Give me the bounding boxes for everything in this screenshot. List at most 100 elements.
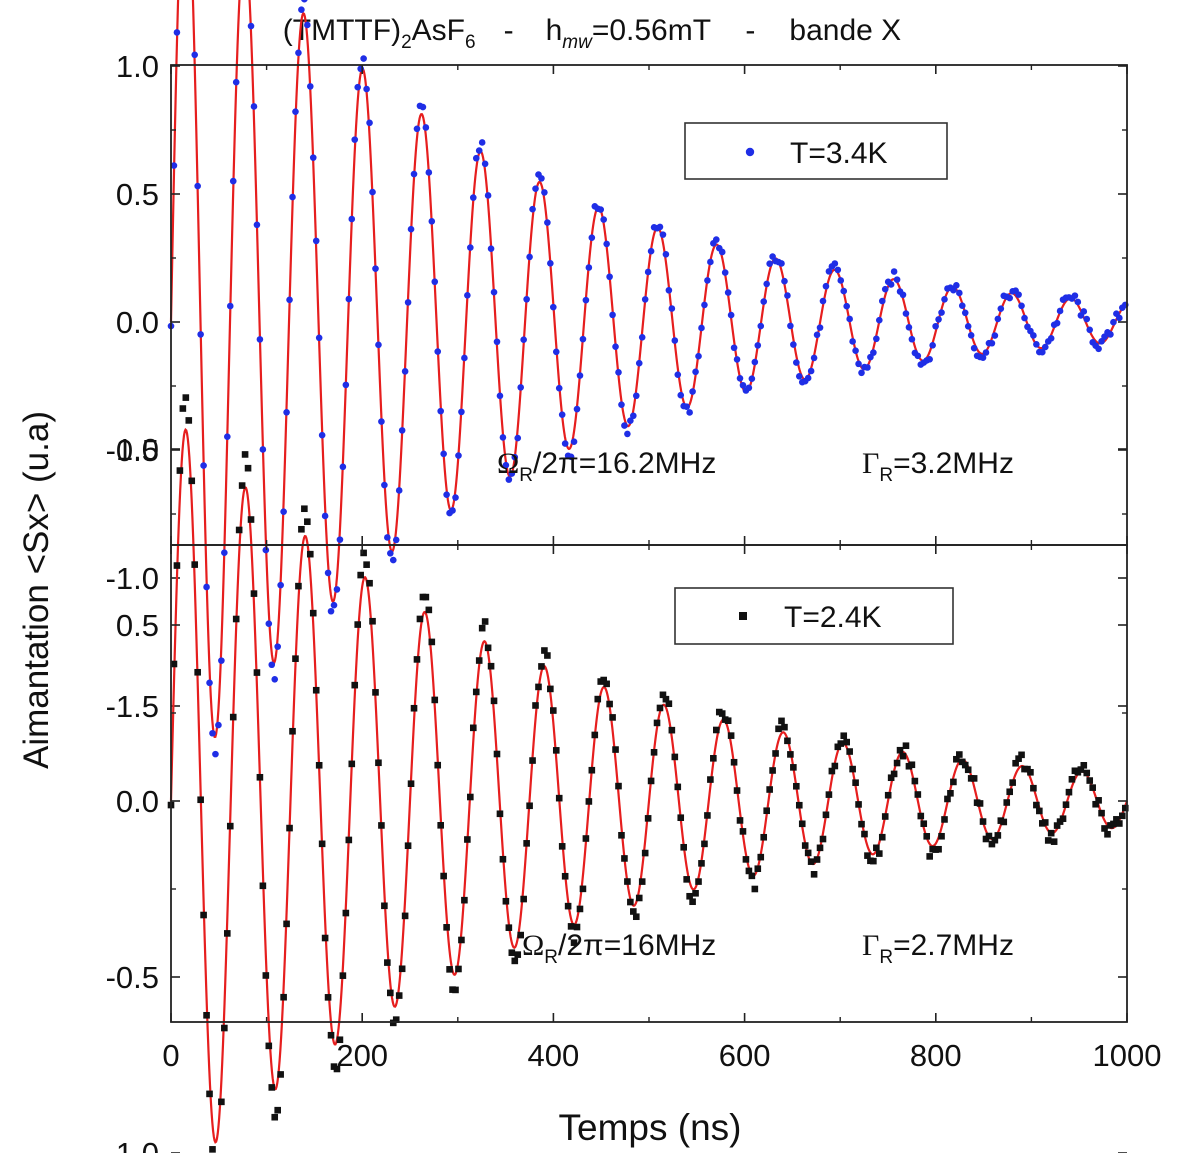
- top-data-point: [428, 218, 436, 225]
- top-data-point: [1053, 319, 1061, 327]
- bottom-data-point: [392, 1016, 400, 1023]
- bottom-data-point: [401, 912, 409, 920]
- bottom-data-point: [226, 822, 234, 830]
- bottom-data-point: [876, 850, 883, 857]
- top-data-point: [970, 344, 978, 352]
- title-compound-sub: 2: [401, 32, 412, 53]
- top-data-point: [209, 729, 216, 737]
- bottom-data-point: [191, 561, 199, 568]
- bottom-data-point: [514, 951, 522, 958]
- top-data-point: [890, 268, 898, 275]
- top-data-point: [475, 147, 483, 154]
- bottom-data-point: [502, 897, 510, 905]
- top-data-point: [552, 348, 560, 356]
- top-data-point: [953, 282, 960, 289]
- bottom-data-point: [1104, 830, 1111, 838]
- bottom-data-point: [481, 618, 489, 625]
- top-data-point: [496, 392, 504, 400]
- top-data-point: [787, 322, 794, 330]
- bottom-data-point: [1006, 788, 1013, 796]
- top-data-point: [713, 236, 720, 243]
- bottom-data-point: [410, 704, 418, 712]
- bottom-data-point: [523, 840, 530, 847]
- bottom-data-point: [348, 760, 356, 768]
- top-data-point: [413, 125, 421, 133]
- top-data-point: [612, 343, 619, 350]
- top-data-point: [807, 367, 815, 375]
- top-data-point: [366, 119, 373, 127]
- bottom-omega-value: /2π=16MHz: [558, 929, 716, 962]
- top-data-point: [751, 358, 759, 366]
- top-data-point: [567, 453, 575, 461]
- top-data-point: [849, 338, 856, 345]
- top-data-point: [256, 336, 264, 343]
- bottom-data-point: [520, 895, 527, 903]
- bottom-data-point: [301, 505, 308, 513]
- bottom-data-point: [538, 663, 545, 670]
- bottom-data-point: [475, 657, 483, 664]
- top-data-point: [686, 409, 693, 416]
- bottom-data-point: [224, 930, 231, 937]
- bottom-data-point: [268, 1084, 276, 1091]
- bottom-data-point: [558, 843, 566, 850]
- top-data-point: [407, 225, 415, 233]
- top-data-point: [763, 280, 770, 288]
- bottom-data-point: [185, 417, 193, 424]
- top-data-point: [268, 661, 276, 669]
- top-data-point: [443, 491, 450, 498]
- top-data-point: [790, 341, 797, 348]
- top-data-point: [929, 342, 936, 349]
- bottom-data-point: [692, 889, 699, 897]
- bottom-data-point: [781, 723, 788, 731]
- bottom-data-point: [511, 957, 519, 965]
- top-data-point: [656, 223, 664, 231]
- bottom-data-point: [612, 746, 619, 753]
- top-data-point: [301, 0, 308, 3]
- top-omega-symbol: Ω: [497, 447, 519, 480]
- bottom-legend-label: T=2.4K: [784, 601, 882, 634]
- top-data-point: [893, 276, 901, 283]
- bottom-data-point: [1092, 800, 1099, 808]
- bottom-data-point: [970, 775, 978, 782]
- bottom-data-point: [469, 724, 477, 732]
- top-data-points: [167, 0, 1129, 758]
- bottom-data-point: [274, 1106, 281, 1114]
- bottom-data-point: [870, 857, 877, 865]
- bottom-y-tick-label: 1.0: [116, 432, 159, 467]
- top-data-point: [793, 359, 800, 366]
- bottom-data-point: [1101, 825, 1108, 832]
- top-data-point: [718, 248, 726, 256]
- top-data-point: [467, 244, 474, 251]
- bottom-data-point: [1003, 799, 1011, 806]
- bottom-data-point: [253, 669, 261, 676]
- top-data-point: [1095, 345, 1102, 353]
- top-data-point: [384, 534, 391, 541]
- bottom-data-point: [926, 853, 933, 860]
- bottom-data-point: [499, 855, 507, 863]
- top-data-point: [547, 260, 554, 267]
- top-data-point: [369, 188, 376, 196]
- bottom-data-point: [555, 794, 563, 802]
- bottom-data-point: [662, 695, 670, 703]
- bottom-data-point: [407, 780, 415, 787]
- top-data-point: [967, 331, 975, 339]
- bottom-data-point: [698, 860, 705, 867]
- bottom-data-point: [1053, 822, 1061, 829]
- top-data-point: [280, 508, 287, 515]
- bottom-data-point: [819, 835, 827, 843]
- bottom-data-point: [979, 818, 987, 825]
- top-data-point: [674, 371, 682, 378]
- bottom-data-point: [582, 835, 590, 842]
- top-data-point: [1030, 332, 1037, 339]
- top-data-point: [478, 139, 486, 146]
- bottom-data-point: [440, 872, 447, 880]
- top-data-point: [579, 335, 587, 343]
- top-data-point: [265, 620, 273, 627]
- top-data-point: [1083, 315, 1091, 323]
- bottom-data-point: [1015, 755, 1022, 762]
- bottom-data-point: [490, 697, 498, 705]
- bottom-data-point: [914, 791, 922, 798]
- top-data-point: [550, 303, 557, 311]
- top-data-point: [295, 49, 302, 57]
- bottom-data-point: [603, 680, 610, 688]
